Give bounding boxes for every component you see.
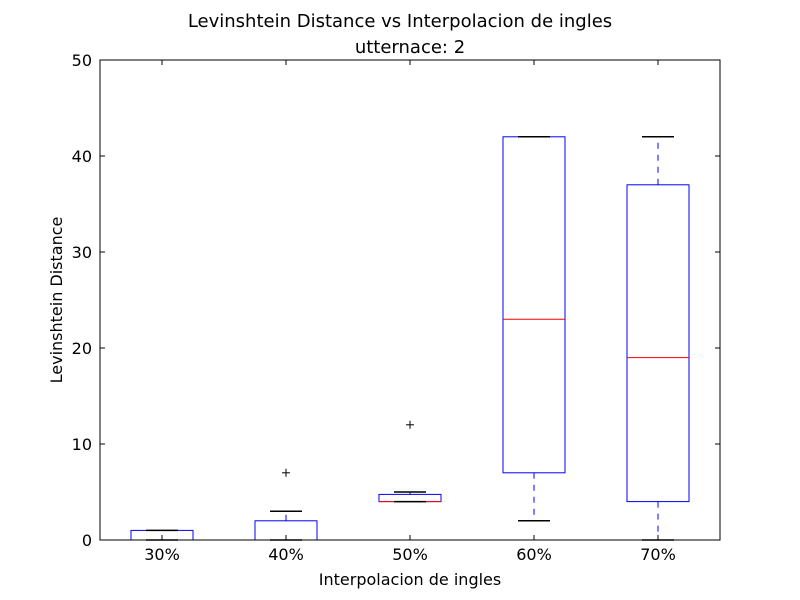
x-tick-label-30pct: 30% bbox=[144, 545, 180, 564]
boxes-layer bbox=[130, 136, 690, 541]
x-tick-label-70pct: 70% bbox=[640, 545, 676, 564]
box-group-40pct bbox=[254, 468, 318, 541]
flier-40pct-0 bbox=[282, 468, 290, 477]
y-tick-label-50: 50 bbox=[72, 51, 92, 70]
plot-area-frame bbox=[99, 59, 721, 541]
y-axis-label: Levinshtein Distance bbox=[47, 217, 66, 384]
box-50pct bbox=[378, 493, 442, 503]
y-tick-label-30: 30 bbox=[72, 243, 92, 262]
box-group-50pct bbox=[378, 420, 442, 503]
x-tick-label-60pct: 60% bbox=[516, 545, 552, 564]
flier-50pct-0 bbox=[406, 420, 414, 429]
y-tick-label-40: 40 bbox=[72, 147, 92, 166]
box-group-60pct bbox=[502, 136, 566, 522]
x-tick-label-50pct: 50% bbox=[392, 545, 428, 564]
box-60pct bbox=[502, 136, 566, 474]
ticks-layer: 30% 40% 50% 60% 70% 0 10 20 30 40 50 bbox=[72, 51, 720, 564]
y-tick-label-20: 20 bbox=[72, 339, 92, 358]
chart-subtitle: utternace: 2 bbox=[355, 37, 465, 58]
box-70pct bbox=[626, 184, 690, 503]
box-group-70pct bbox=[626, 136, 690, 541]
y-tick-label-10: 10 bbox=[72, 435, 92, 454]
chart-title: Levinshtein Distance vs Interpolacion de… bbox=[188, 11, 612, 32]
x-axis-label: Interpolacion de ingles bbox=[319, 570, 501, 589]
x-tick-label-40pct: 40% bbox=[268, 545, 304, 564]
y-tick-label-0: 0 bbox=[82, 531, 92, 550]
